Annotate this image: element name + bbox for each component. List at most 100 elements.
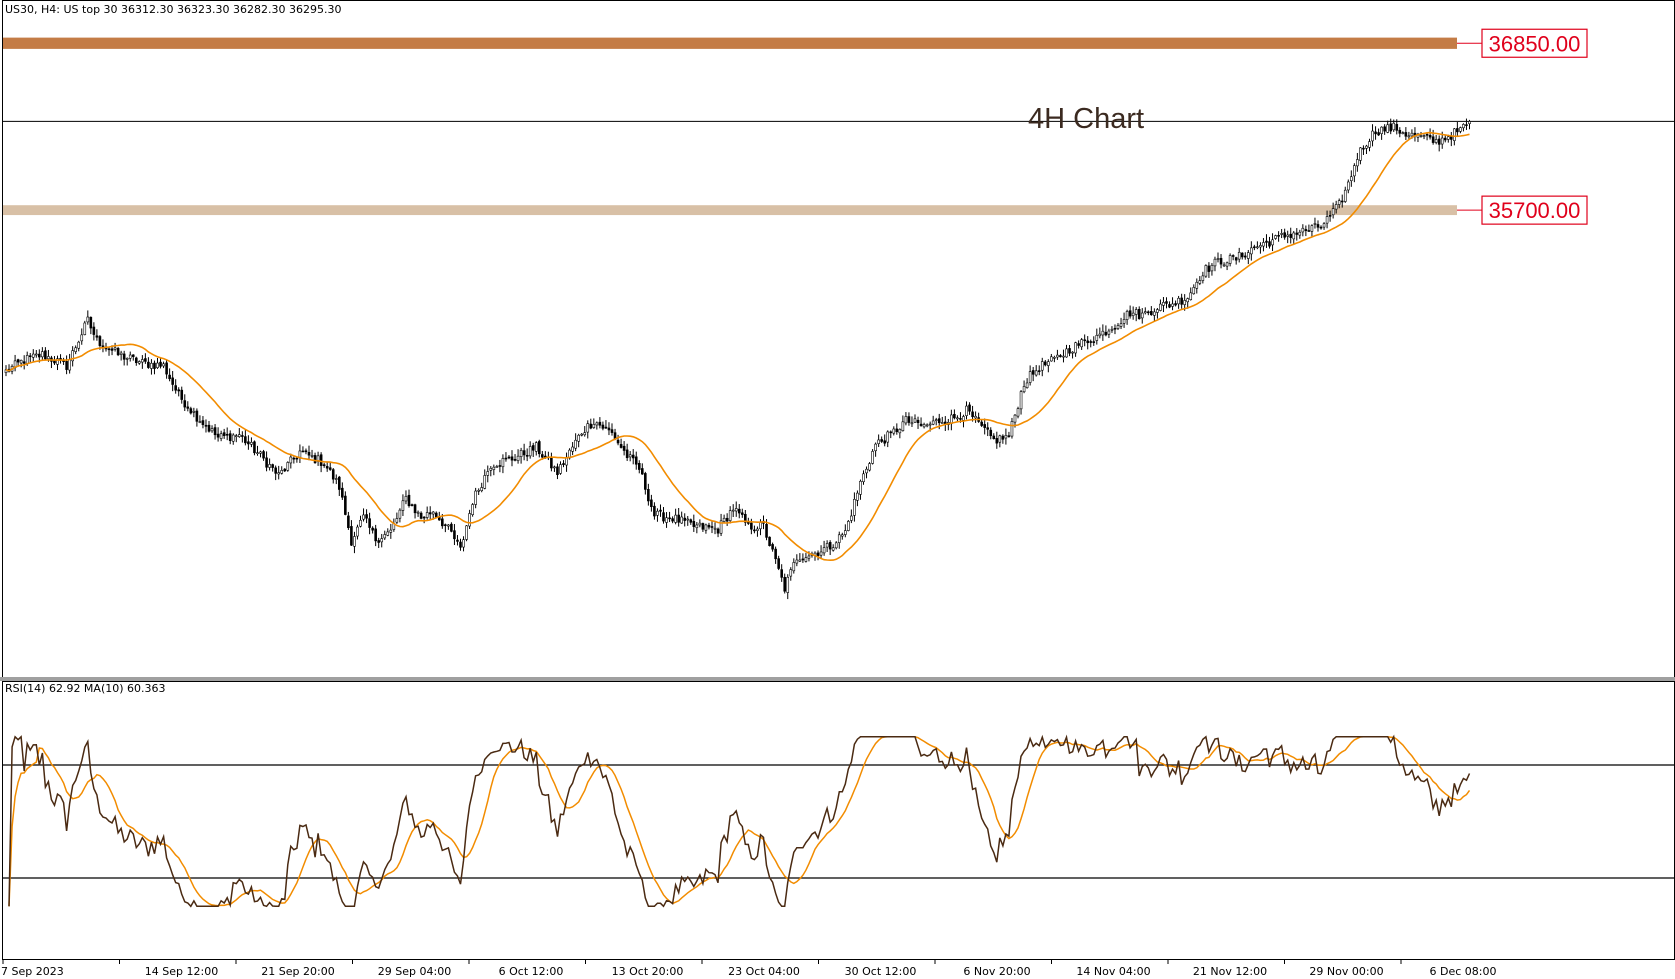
candle-body <box>228 433 232 441</box>
candle-body <box>1274 235 1277 239</box>
candle-body <box>1431 136 1435 143</box>
candle-body <box>231 434 235 442</box>
candle-body <box>659 509 662 512</box>
candle-body <box>1440 137 1444 145</box>
candle-body <box>386 531 390 536</box>
candle-body <box>725 517 729 522</box>
candle-body <box>586 423 590 433</box>
candle-body <box>92 326 96 335</box>
candle-body <box>937 418 941 424</box>
candle-body <box>1053 356 1056 359</box>
zone-tag-box-2 <box>1481 195 1588 225</box>
candle-body <box>925 424 929 427</box>
candle-body <box>837 534 841 543</box>
candle-body <box>1174 303 1177 306</box>
candle-body <box>1250 247 1253 255</box>
candle-body <box>583 432 587 436</box>
candle-body <box>165 362 168 375</box>
candle-body <box>250 442 253 445</box>
candle-body <box>1056 354 1059 358</box>
candle-body <box>877 439 880 444</box>
candle-body <box>1286 234 1289 237</box>
candle-body <box>1013 414 1017 423</box>
candle-body <box>1350 176 1353 181</box>
candle-body <box>1462 124 1465 129</box>
candle-body <box>119 352 123 355</box>
candle-body <box>410 504 414 506</box>
candle-body <box>507 456 511 459</box>
rsi-line <box>8 734 1471 909</box>
candle-body <box>334 478 338 480</box>
candle-body <box>265 457 268 468</box>
candle-body <box>1389 123 1393 132</box>
candle-body <box>1150 311 1153 316</box>
candle-body <box>298 450 302 458</box>
candle-body <box>695 524 699 529</box>
candle-body <box>1383 126 1386 132</box>
candle-body <box>1362 147 1365 150</box>
candle-body <box>89 316 93 329</box>
candle-body <box>719 520 723 534</box>
candle-body <box>680 516 683 524</box>
candle-body <box>1019 391 1023 410</box>
candle-body <box>631 454 635 459</box>
candle-body <box>107 348 111 351</box>
candle-body <box>1186 298 1189 303</box>
candle-body <box>138 361 141 364</box>
candle-body <box>1298 231 1302 236</box>
candle-body <box>886 431 890 443</box>
candle-body <box>1077 343 1080 346</box>
candle-body <box>241 435 244 437</box>
candle-body <box>283 468 287 472</box>
candle-body <box>592 424 596 428</box>
candle-body <box>1122 319 1126 324</box>
candle-body <box>389 529 393 533</box>
candle-body <box>541 454 544 458</box>
candle-body <box>656 510 659 516</box>
candle-body <box>716 528 720 534</box>
candle-body <box>425 512 429 518</box>
chart-annotation: 4H Chart <box>1028 103 1144 135</box>
candle-body <box>595 422 599 426</box>
candle-body <box>1080 339 1083 348</box>
main-window-border <box>2 0 1675 678</box>
candle-body <box>1307 230 1311 232</box>
candle-body <box>247 441 250 445</box>
candle-body <box>95 335 99 338</box>
candle-body <box>1401 132 1405 134</box>
candle-body <box>892 428 896 434</box>
candle-body <box>1331 208 1335 216</box>
candle-body <box>537 441 541 455</box>
candle-body <box>1125 311 1129 320</box>
candle-body <box>1295 232 1299 235</box>
candle-body <box>171 377 174 385</box>
candle-body <box>792 562 796 572</box>
candle-body <box>980 421 983 426</box>
candle-body <box>871 451 874 464</box>
candle-body <box>1356 159 1359 167</box>
candle-body <box>1140 312 1144 319</box>
zone-price-label-2: 35700.00 <box>1489 198 1581 223</box>
candle-body <box>989 429 993 437</box>
candle-body <box>25 355 29 364</box>
rsi-label: RSI(14) 62.92 MA(10) 60.363 <box>5 682 166 695</box>
candle-body <box>259 451 262 454</box>
candle-body <box>31 353 35 358</box>
candle-body <box>759 521 762 530</box>
candle-body <box>1001 435 1005 440</box>
pane-separator[interactable] <box>0 677 1675 681</box>
candle-body <box>256 452 259 454</box>
candle-body <box>1128 310 1132 317</box>
candle-body <box>1098 333 1102 337</box>
candle-body <box>134 357 138 364</box>
time-tick-label: 29 Sep 04:00 <box>378 965 451 978</box>
candle-body <box>665 517 668 523</box>
candle-body <box>883 440 887 444</box>
candle-body <box>1271 239 1274 246</box>
candle-body <box>1259 245 1262 248</box>
candle-body <box>416 511 420 514</box>
candle-body <box>274 467 277 474</box>
candle-body <box>1110 328 1114 331</box>
candle-body <box>819 551 823 556</box>
candle-body <box>47 356 50 360</box>
